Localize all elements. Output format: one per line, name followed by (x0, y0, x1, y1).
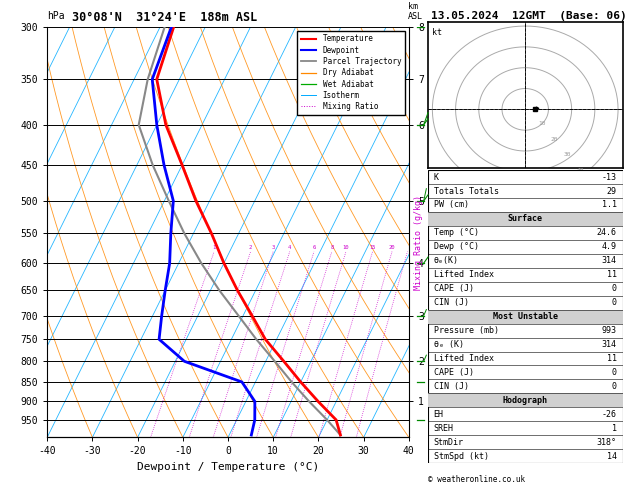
Text: -26: -26 (602, 410, 617, 419)
Text: kt: kt (432, 28, 442, 37)
Text: PW (cm): PW (cm) (433, 201, 469, 209)
Text: EH: EH (433, 410, 443, 419)
Text: © weatheronline.co.uk: © weatheronline.co.uk (428, 474, 525, 484)
Text: 0: 0 (612, 284, 617, 293)
Text: 2: 2 (249, 244, 252, 249)
Text: 0: 0 (612, 368, 617, 377)
Text: 4.9: 4.9 (602, 243, 617, 251)
Text: 0: 0 (612, 382, 617, 391)
Legend: Temperature, Dewpoint, Parcel Trajectory, Dry Adiabat, Wet Adiabat, Isotherm, Mi: Temperature, Dewpoint, Parcel Trajectory… (298, 31, 405, 115)
Text: Dewp (°C): Dewp (°C) (433, 243, 479, 251)
Text: 20: 20 (551, 137, 559, 141)
Text: 314: 314 (602, 340, 617, 349)
Text: StmSpd (kt): StmSpd (kt) (433, 451, 489, 461)
Text: Lifted Index: Lifted Index (433, 270, 494, 279)
Text: 24.6: 24.6 (597, 228, 617, 237)
Bar (428, 310, 623, 324)
Text: hPa: hPa (47, 11, 65, 21)
Text: Totals Totals: Totals Totals (433, 187, 499, 195)
Text: 8: 8 (330, 244, 333, 249)
Text: 314: 314 (602, 256, 617, 265)
Text: 30: 30 (564, 152, 571, 157)
Text: 15: 15 (369, 244, 376, 249)
Text: 1: 1 (612, 424, 617, 433)
Text: CAPE (J): CAPE (J) (433, 284, 474, 293)
Text: 20: 20 (389, 244, 395, 249)
Text: 6: 6 (313, 244, 316, 249)
Text: 1.1: 1.1 (602, 201, 617, 209)
Text: Surface: Surface (508, 214, 543, 224)
Text: StmDir: StmDir (433, 438, 464, 447)
Text: CIN (J): CIN (J) (433, 382, 469, 391)
Text: 993: 993 (602, 326, 617, 335)
Bar (428, 212, 623, 226)
Text: 1: 1 (213, 244, 216, 249)
Text: K: K (433, 173, 438, 182)
Text: 0: 0 (612, 298, 617, 307)
Text: Mixing Ratio (g/kg): Mixing Ratio (g/kg) (414, 195, 423, 291)
Text: 10: 10 (538, 121, 545, 126)
Text: CAPE (J): CAPE (J) (433, 368, 474, 377)
Text: Temp (°C): Temp (°C) (433, 228, 479, 237)
Text: Hodograph: Hodograph (503, 396, 548, 405)
Text: 4: 4 (288, 244, 291, 249)
Text: θₑ (K): θₑ (K) (433, 340, 464, 349)
Text: 13.05.2024  12GMT  (Base: 06): 13.05.2024 12GMT (Base: 06) (431, 11, 626, 21)
Text: 10: 10 (343, 244, 349, 249)
Bar (428, 393, 623, 407)
Text: θₑ(K): θₑ(K) (433, 256, 459, 265)
X-axis label: Dewpoint / Temperature (°C): Dewpoint / Temperature (°C) (137, 462, 319, 472)
Text: 40: 40 (576, 168, 584, 173)
Text: Most Unstable: Most Unstable (493, 312, 558, 321)
Text: 11: 11 (607, 270, 617, 279)
Text: 30°08'N  31°24'E  188m ASL: 30°08'N 31°24'E 188m ASL (72, 11, 258, 24)
Text: SREH: SREH (433, 424, 454, 433)
Text: CIN (J): CIN (J) (433, 298, 469, 307)
Text: Lifted Index: Lifted Index (433, 354, 494, 363)
Text: km
ASL: km ASL (408, 2, 423, 21)
Text: -13: -13 (602, 173, 617, 182)
Text: 318°: 318° (597, 438, 617, 447)
Text: 11: 11 (607, 354, 617, 363)
Text: 29: 29 (607, 187, 617, 195)
Text: LCL: LCL (438, 338, 453, 347)
Text: Pressure (mb): Pressure (mb) (433, 326, 499, 335)
Text: 3: 3 (272, 244, 275, 249)
Text: 14: 14 (607, 451, 617, 461)
